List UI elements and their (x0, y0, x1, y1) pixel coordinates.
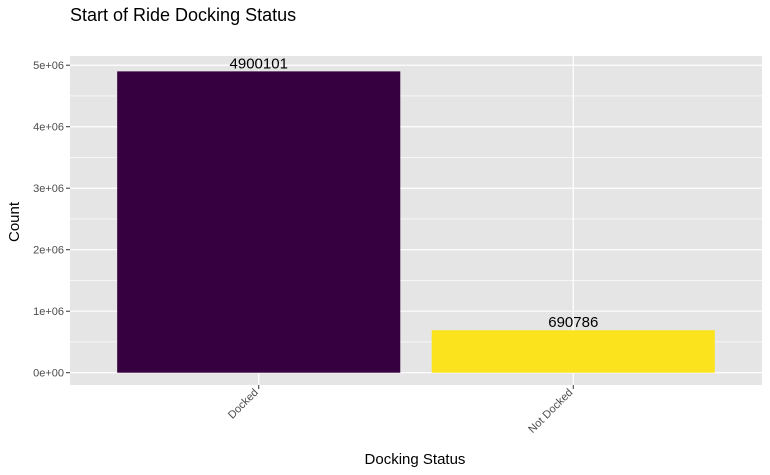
chart-title: Start of Ride Docking Status (70, 5, 296, 25)
y-tick-label: 5e+06 (33, 60, 64, 72)
y-tick-label: 1e+06 (33, 306, 64, 318)
x-axis: Docked Not Docked (226, 385, 575, 436)
y-tick-label: 0e+00 (33, 368, 64, 380)
y-tick-label: 2e+06 (33, 245, 64, 257)
data-label: 690786 (548, 314, 598, 331)
bar-not-docked (431, 330, 715, 373)
x-tick-label: Docked (226, 387, 261, 422)
y-axis: 0e+00 1e+06 2e+06 3e+06 4e+06 5e+06 (33, 60, 70, 380)
bars (117, 71, 715, 373)
y-tick-label: 3e+06 (33, 183, 64, 195)
bar-docked (117, 71, 401, 373)
y-axis-title: Count (6, 201, 23, 242)
x-axis-title: Docking Status (365, 451, 466, 468)
y-tick-label: 4e+06 (33, 122, 64, 134)
data-labels: 4900101 690786 (230, 55, 599, 331)
x-tick-label: Not Docked (526, 387, 575, 436)
data-label: 4900101 (230, 55, 288, 72)
